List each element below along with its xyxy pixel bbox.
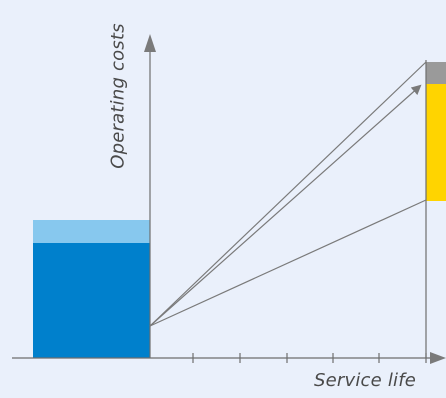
cost-projection-lines	[149, 61, 427, 327]
initial-cost-bar-light	[33, 220, 150, 243]
x-axis-ticks	[192, 353, 427, 363]
final-cost-bar-grey	[426, 62, 446, 84]
final-cost-bar-yellow	[426, 84, 446, 201]
initial-cost-bar-dark	[33, 243, 150, 358]
x-axis-label: Service life	[314, 370, 417, 391]
y-axis-label: Operating costs	[107, 23, 129, 169]
projection-line-arrow	[149, 84, 422, 327]
projection-line-bottom	[149, 199, 427, 327]
x-axis-arrow-icon	[430, 352, 446, 364]
projection-line-top	[149, 61, 427, 327]
y-axis-arrow-icon	[144, 34, 156, 52]
